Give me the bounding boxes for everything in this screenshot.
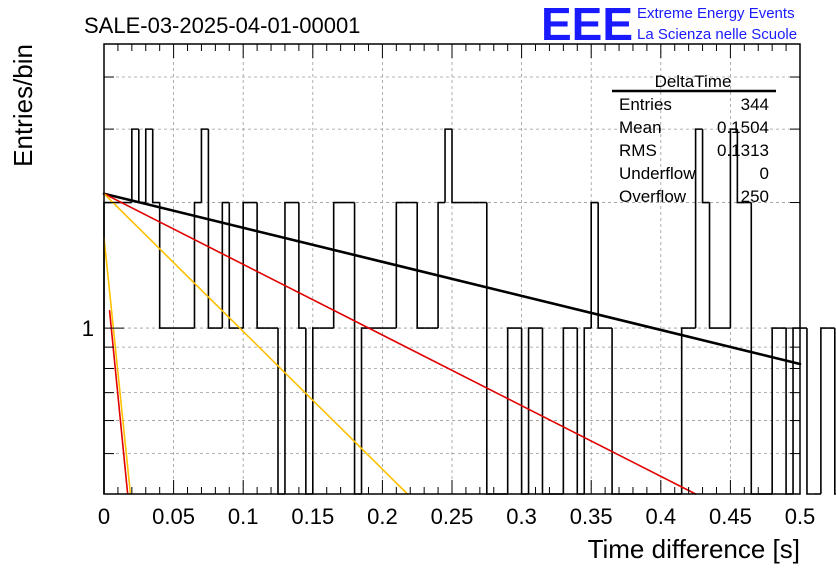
histogram-bin (144, 128, 153, 203)
y-axis-label: Entries/bin (8, 44, 38, 167)
chart-title: SALE-03-2025-04-01-00001 (84, 13, 360, 38)
x-tick-label: 0 (98, 504, 110, 529)
stats-title: DeltaTime (655, 72, 732, 91)
logo-mark: EEE (541, 0, 633, 50)
x-tick-label: 0.15 (291, 504, 334, 529)
histogram-bin (416, 202, 425, 329)
stats-box: DeltaTime Entries 344 Mean 0.1504 RMS 0.1313 U… (612, 72, 776, 206)
stats-label: Underflow (619, 164, 696, 183)
fit-line (103, 192, 697, 495)
fit-lines (102, 192, 802, 495)
x-tick-label: 0.4 (646, 504, 677, 529)
logo: EEE Extreme Energy Events La Scienza nel… (541, 0, 797, 50)
histogram-bin (729, 128, 738, 329)
histogram-bin (694, 128, 703, 329)
stats-label: Mean (619, 118, 662, 137)
histogram-bin (680, 327, 689, 494)
logo-line-1: Extreme Energy Events (637, 5, 795, 22)
axis-ticks: 0 0.05 0.1 0.15 0.2 0.25 0.3 0.35 0.4 0.45 0.5 1 (82, 44, 816, 529)
stats-value: 0.1504 (717, 118, 769, 137)
histogram-bin (158, 202, 167, 329)
histogram-bin (792, 327, 800, 494)
histogram (103, 128, 836, 495)
histogram-bin (298, 202, 306, 329)
histogram-bin (437, 201, 446, 329)
histogram-bin (771, 327, 780, 494)
x-tick-label: 0.5 (785, 504, 816, 529)
histogram-bin (444, 128, 452, 203)
histogram-bin (506, 327, 515, 494)
histogram-bin (242, 201, 251, 329)
histogram-bin (353, 202, 362, 495)
x-axis-label: Time difference [s] (588, 534, 800, 564)
histogram-bin (305, 328, 313, 495)
histogram-bin (284, 201, 292, 494)
histogram-bin (834, 328, 836, 495)
stats-label: Entries (619, 95, 672, 114)
x-tick-label: 0.25 (431, 504, 474, 529)
histogram-bin (395, 201, 404, 329)
histogram-bin (708, 202, 717, 329)
histogram-bin (207, 129, 216, 329)
histogram-bin (562, 327, 571, 494)
histogram-bin (138, 129, 146, 204)
histogram-bin (820, 327, 828, 494)
stats-value: 344 (741, 95, 769, 114)
x-tick-label: 0.2 (367, 504, 398, 529)
stats-value: 0 (760, 164, 769, 183)
histogram-bin (221, 201, 230, 329)
histogram-bin (736, 129, 745, 204)
logo-line-2: La Scienza nelle Scuole (637, 26, 797, 43)
histogram-bin (200, 128, 209, 203)
histogram-bin (785, 328, 794, 495)
histogram-bin (701, 129, 710, 204)
fit-line (103, 192, 409, 495)
stats-value: 250 (741, 187, 769, 206)
fit-line (108, 310, 129, 495)
histogram-bin (486, 202, 494, 495)
histogram-bin (131, 128, 139, 203)
histogram-bin (590, 201, 599, 329)
x-tick-label: 0.05 (152, 504, 195, 529)
histogram-bin (228, 202, 237, 329)
fit-line (103, 236, 132, 495)
histogram-bin (806, 328, 814, 495)
histogram-bin (360, 327, 369, 494)
histogram-bin (312, 327, 320, 494)
histogram-bin (520, 328, 529, 495)
histogram-bin (151, 129, 160, 204)
x-tick-label: 0.3 (506, 504, 537, 529)
stats-value: 0.1313 (717, 141, 769, 160)
histogram-bin (451, 129, 459, 204)
stats-label: Overflow (619, 187, 687, 206)
histogram-bin (527, 327, 536, 494)
histogram-bin (541, 328, 550, 495)
histogram-bin (750, 202, 759, 495)
x-tick-label: 0.45 (709, 504, 752, 529)
histogram-bin (332, 201, 341, 329)
fit-line (102, 192, 802, 366)
stats-label: RMS (619, 141, 657, 160)
histogram-bin (583, 327, 592, 494)
histogram-bin (193, 201, 202, 329)
histogram-bin (277, 328, 285, 495)
histogram-bin (576, 328, 585, 495)
histogram-bin (597, 202, 606, 329)
x-tick-label: 0.1 (228, 504, 259, 529)
y-tick-label: 1 (82, 316, 94, 341)
histogram-bin (256, 202, 265, 329)
x-tick-label: 0.35 (570, 504, 613, 529)
histogram-bin (611, 328, 620, 495)
